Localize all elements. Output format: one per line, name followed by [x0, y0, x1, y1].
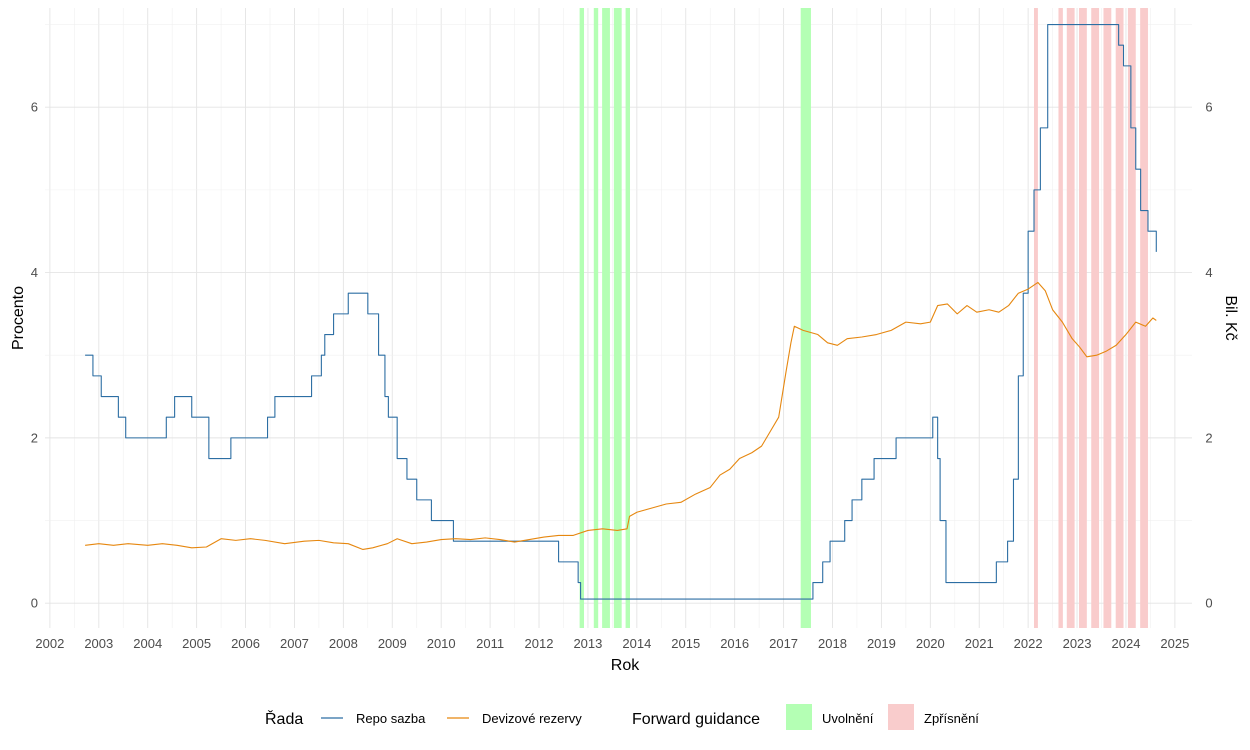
- legend-label-repo: Repo sazba: [356, 711, 426, 726]
- x-tick-label: 2023: [1063, 636, 1092, 651]
- y-tick-label-left: 2: [31, 430, 38, 445]
- x-tick-label: 2025: [1160, 636, 1189, 651]
- legend-label-reserves: Devizové rezervy: [482, 711, 582, 726]
- x-tick-label: 2007: [280, 636, 309, 651]
- shaded-region-10: [1091, 8, 1100, 628]
- shaded-region-14: [1140, 8, 1148, 628]
- series-line-0: [85, 23, 1157, 600]
- x-tick-label: 2019: [867, 636, 896, 651]
- y-tick-label-left: 6: [31, 100, 38, 115]
- shaded-region-1: [593, 8, 599, 628]
- x-tick-label: 2002: [35, 636, 64, 651]
- x-tick-label: 2010: [427, 636, 456, 651]
- shaded-region-13: [1127, 8, 1136, 628]
- shaded-region-2: [602, 8, 610, 628]
- x-tick-label: 2024: [1112, 636, 1141, 651]
- y-tick-label-right: 0: [1205, 596, 1212, 611]
- shaded-region-6: [1034, 8, 1038, 628]
- x-tick-label: 2009: [378, 636, 407, 651]
- y-tick-label-left: 0: [31, 596, 38, 611]
- series-layer: [85, 23, 1157, 600]
- shaded-region-7: [1058, 8, 1063, 628]
- x-tick-label: 2017: [769, 636, 798, 651]
- legend-key-easing: [786, 704, 812, 730]
- x-tick-label: 2008: [329, 636, 358, 651]
- axis-layer: 2002 2003 2004 2005 2006 2007 2008 2009 2010 2011…: [31, 100, 1213, 651]
- shaded-regions: [579, 8, 1148, 628]
- legend-label-easing: Uvolnění: [822, 711, 874, 726]
- legend-title-shading: Forward guidance: [632, 711, 760, 728]
- x-tick-label: 2020: [916, 636, 945, 651]
- shaded-region-5: [800, 8, 811, 628]
- legend-title-series: Řada: [265, 709, 303, 728]
- shaded-region-0: [579, 8, 585, 628]
- y-axis-title-right: Bil. Kč: [1222, 295, 1239, 340]
- shaded-region-8: [1066, 8, 1075, 628]
- y-tick-label-right: 2: [1205, 430, 1212, 445]
- legend-key-tightening: [888, 704, 914, 730]
- x-tick-label: 2004: [133, 636, 162, 651]
- legend: Řada Repo sazba Devizové rezervy Forward…: [265, 704, 979, 730]
- x-tick-label: 2006: [231, 636, 260, 651]
- x-tick-label: 2012: [525, 636, 554, 651]
- x-axis-title: Rok: [611, 657, 640, 674]
- y-tick-label-right: 6: [1205, 100, 1212, 115]
- shaded-region-3: [613, 8, 622, 628]
- y-tick-label-left: 4: [31, 265, 38, 280]
- shaded-region-12: [1115, 8, 1124, 628]
- x-tick-label: 2022: [1014, 636, 1043, 651]
- legend-label-tightening: Zpřísnění: [924, 711, 979, 726]
- x-tick-label: 2013: [573, 636, 602, 651]
- x-tick-label: 2016: [720, 636, 749, 651]
- shaded-region-11: [1103, 8, 1112, 628]
- y-tick-label-right: 4: [1205, 265, 1212, 280]
- x-tick-label: 2015: [671, 636, 700, 651]
- shaded-region-4: [625, 8, 630, 628]
- shaded-region-9: [1079, 8, 1087, 628]
- x-tick-label: 2005: [182, 636, 211, 651]
- x-tick-label: 2014: [622, 636, 651, 651]
- x-tick-label: 2018: [818, 636, 847, 651]
- x-tick-label: 2021: [965, 636, 994, 651]
- series-line-1: [85, 281, 1157, 551]
- y-axis-title-left: Procento: [10, 286, 27, 350]
- x-tick-label: 2011: [476, 636, 504, 651]
- x-tick-label: 2003: [84, 636, 113, 651]
